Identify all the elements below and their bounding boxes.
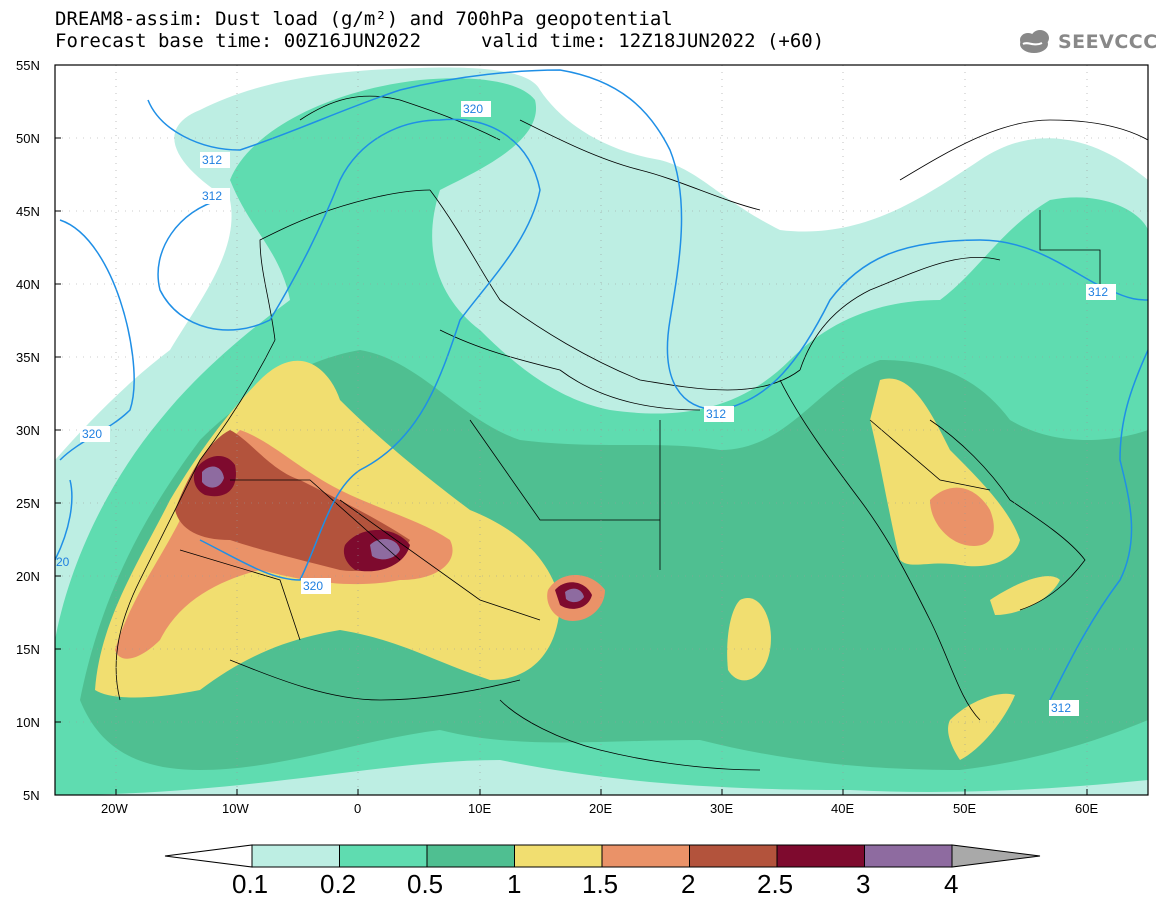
lon-label: 10W [222,801,249,816]
lat-label: 45N [16,204,40,219]
valid-time: valid time: 12Z18JUN2022 (+60) [481,30,825,52]
dust-band-3-b [370,538,400,560]
lat-label: 5N [23,788,40,803]
contour-label: 320 [82,427,102,441]
lat-label: 10N [16,715,40,730]
colorbar-label: 0.1 [232,869,268,899]
coastlines [115,95,1148,771]
cloud-icon [1020,30,1049,53]
dust-band-3-c [565,588,584,603]
colorbar-cell [776,844,865,868]
lon-label: 20W [101,801,128,816]
colorbar: 0.1 0.2 0.5 1 1.5 2 2.5 3 4 [164,844,1041,899]
dust-band-1-oman [990,576,1060,615]
contour-label: 312 [1088,285,1108,299]
lon-label: 50E [953,801,976,816]
colorbar-label: 1 [507,869,521,899]
colorbar-cell [514,844,603,868]
lat-label: 20N [16,569,40,584]
dust-band-1-chad [727,598,771,681]
colorbar-high-arrow [951,844,1041,868]
contour-label: 320 [303,579,323,593]
lat-label: 15N [16,642,40,657]
dust-band-1-somalia [948,693,1015,760]
lon-label: 20E [589,801,612,816]
latitude-axis: 55N 50N 45N 40N 35N 30N 25N 20N 15N 10N … [16,58,61,803]
lon-label: 40E [831,801,854,816]
colorbar-label: 2 [681,869,695,899]
geopotential-contours [55,69,1148,701]
seevccc-logo [1020,30,1049,53]
forecast-base-time: Forecast base time: 00Z16JUN2022 [55,30,422,52]
colorbar-cell [864,844,953,868]
lat-label: 25N [16,496,40,511]
lat-label: 55N [16,58,40,73]
contour-label: 312 [1051,701,1071,715]
colorbar-label: 0.5 [407,869,443,899]
dust-band-3 [202,466,224,488]
colorbar-label: 0.2 [320,869,356,899]
contour-label: 320 [463,102,483,116]
contour-label: 312 [706,407,726,421]
contour-label: 20 [56,555,70,569]
lat-label: 30N [16,423,40,438]
lon-label: 0 [354,801,361,816]
lon-label: 30E [710,801,733,816]
colorbar-label: 3 [856,869,870,899]
dust-band-1.5-arabia [930,487,994,546]
contour-label: 312 [202,153,222,167]
colorbar-cell [426,844,515,868]
colorbar-cell [251,844,340,868]
contour-label: 312 [202,189,222,203]
colorbar-cell [339,844,428,868]
contour-label-group: 320 312 312 320 320 312 312 312 20 [56,101,1116,716]
lon-label: 10E [468,801,491,816]
colorbar-label: 2.5 [757,869,793,899]
lat-label: 50N [16,131,40,146]
colorbar-cell [689,844,778,868]
colorbar-label: 1.5 [582,869,618,899]
logo-text: SEEVCCC [1058,31,1158,53]
map-title: DREAM8-assim: Dust load (g/m²) and 700hP… [55,8,673,30]
lon-label: 60E [1075,801,1098,816]
colorbar-cell [601,844,690,868]
lat-label: 40N [16,277,40,292]
longitude-axis: 20W 10W 0 10E 20E 30E 40E 50E 60E [101,789,1098,816]
graticule [55,65,1148,795]
lat-label: 35N [16,350,40,365]
colorbar-label: 4 [944,869,958,899]
colorbar-low-arrow [164,844,253,868]
